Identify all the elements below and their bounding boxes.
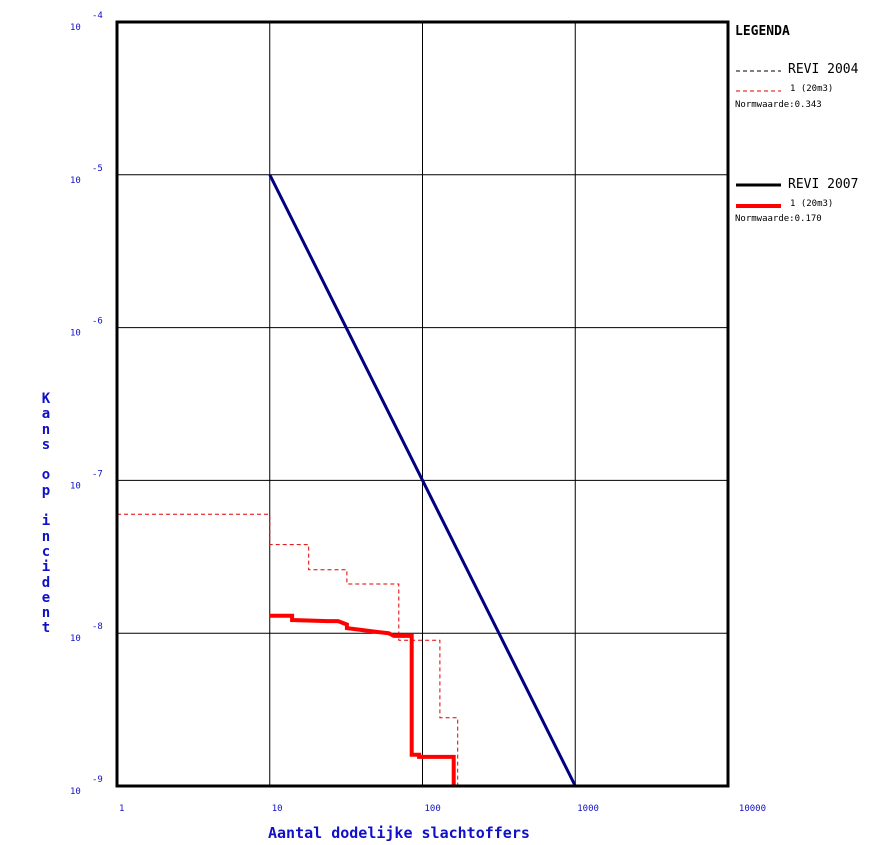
ticks: 1 10 100 1000 10000 10 -9 10 -8 10 -7 10 -6 10 -5 10 -4 xyxy=(70,11,766,814)
legend-revi2004-sub: 1 (20m3) xyxy=(790,84,834,94)
legend-revi2007-name: REVI 2007 xyxy=(788,177,859,192)
y-axis-label-char: s xyxy=(41,436,51,453)
y-tick-exponent: -4 xyxy=(92,11,103,21)
legend-revi2004-norm: Normwaarde:0.343 xyxy=(735,100,822,110)
plot-frame xyxy=(115,20,730,788)
series-norm xyxy=(268,174,577,787)
legend-revi2007-sub: 1 (20m3) xyxy=(790,199,834,209)
y-axis-label-char: i xyxy=(41,513,51,530)
y-tick-label: 10 xyxy=(70,787,81,797)
series xyxy=(117,174,577,787)
y-tick-exponent: -7 xyxy=(92,469,103,479)
y-tick-label: 10 xyxy=(70,23,81,33)
y-axis-label-char: c xyxy=(41,543,51,560)
grid xyxy=(116,21,729,787)
x-axis-label: Aantal dodelijke slachtoffers xyxy=(268,824,530,842)
y-axis-label-char: n xyxy=(41,605,51,622)
x-tick-label: 100 xyxy=(425,804,441,814)
legend-title: LEGENDA xyxy=(735,24,790,39)
y-tick-label: 10 xyxy=(70,329,81,339)
legend-revi2004-name: REVI 2004 xyxy=(788,62,859,77)
y-axis-label-char: i xyxy=(41,559,51,576)
x-tick-label: 10 xyxy=(272,804,283,814)
x-tick-label: 10000 xyxy=(739,804,766,814)
y-axis-label-char: e xyxy=(41,589,51,606)
y-axis-label-char: n xyxy=(41,528,51,545)
y-axis-label-char: t xyxy=(41,620,51,637)
x-tick-label: 1 xyxy=(119,804,124,814)
y-tick-label: 10 xyxy=(70,176,81,186)
y-axis-label-char: o xyxy=(41,467,51,484)
y-tick-exponent: -9 xyxy=(92,775,103,785)
y-tick-exponent: -6 xyxy=(92,317,103,327)
legend-revi2007-norm: Normwaarde:0.170 xyxy=(735,214,822,224)
x-tick-label: 1000 xyxy=(577,804,599,814)
y-axis-label-char: p xyxy=(41,482,51,499)
legend-lines xyxy=(736,70,781,208)
series-revi2007 xyxy=(269,613,456,786)
series-revi2004 xyxy=(117,513,459,786)
y-axis-label-char: n xyxy=(41,421,51,438)
y-tick-label: 10 xyxy=(70,481,81,491)
y-axis-label-char xyxy=(36,453,56,468)
y-tick-exponent: -8 xyxy=(92,622,103,632)
y-tick-label: 10 xyxy=(70,634,81,644)
y-axis-label-char: a xyxy=(41,406,51,423)
y-axis-label-char: K xyxy=(41,391,51,407)
y-axis-label-char: d xyxy=(41,574,51,591)
y-axis-label-char xyxy=(36,499,56,514)
y-tick-exponent: -5 xyxy=(92,164,103,174)
